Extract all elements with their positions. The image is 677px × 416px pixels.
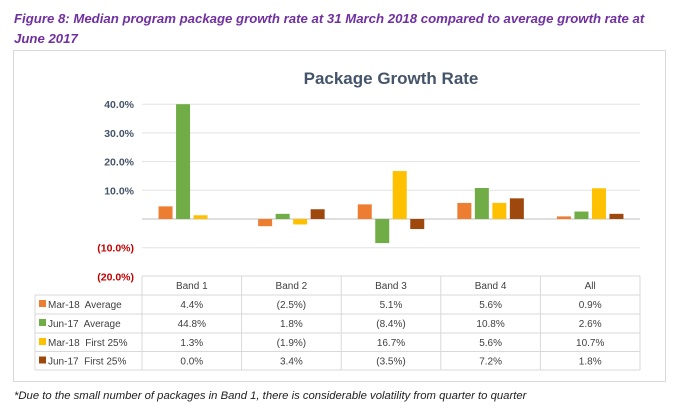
legend-label: Mar-18 Average: [48, 300, 122, 311]
bar-band-4-series-3: [492, 202, 507, 219]
bar-band-4-series-2: [474, 188, 489, 219]
data-table-cell: 1.8%: [579, 357, 602, 368]
bar-band-3-series-3: [392, 171, 407, 219]
bar-band-4-series-1: [457, 202, 472, 219]
bar-band-3-series-2: [375, 219, 390, 244]
data-table-cell: (8.4%): [376, 319, 405, 330]
data-table-cell: 5.1%: [380, 300, 403, 311]
category-label: Band 2: [276, 281, 308, 292]
category-label: Band 4: [475, 281, 507, 292]
category-label: All: [585, 281, 596, 292]
data-table-cell: (2.5%): [277, 300, 306, 311]
bar-band-2-series-1: [258, 219, 273, 227]
data-table-cell: 4.4%: [180, 300, 203, 311]
data-table-cell: 44.8%: [178, 319, 206, 330]
legend-swatch: [39, 300, 46, 307]
data-table-cell: 5.6%: [479, 300, 502, 311]
bar-band-2-series-2: [275, 213, 290, 219]
data-table-cell: 2.6%: [579, 319, 602, 330]
y-tick-label: 20.0%: [104, 157, 134, 169]
data-table-cell: (3.5%): [376, 357, 405, 368]
data-table-cell: 5.6%: [479, 338, 502, 349]
legend-label: Mar-18 First 25%: [48, 338, 128, 349]
legend-swatch: [39, 319, 46, 326]
bar-band-2-series-4: [310, 209, 325, 219]
bar-all-series-3: [591, 188, 606, 219]
data-table-cell: 0.9%: [579, 300, 602, 311]
data-table-cell: 10.7%: [576, 338, 604, 349]
data-table-cell: 10.8%: [476, 319, 504, 330]
category-label: Band 1: [176, 281, 208, 292]
legend-swatch: [39, 338, 46, 345]
y-tick-label: 40.0%: [104, 99, 134, 111]
y-tick-label: (10.0%): [97, 243, 134, 255]
data-table-cell: (1.9%): [277, 338, 306, 349]
bar-band-1-series-1: [158, 206, 173, 219]
data-table-cell: 1.8%: [280, 319, 303, 330]
y-tick-label: 30.0%: [104, 128, 134, 140]
bar-all-series-2: [574, 211, 589, 219]
bar-band-1-series-2: [176, 104, 191, 219]
category-label: Band 3: [375, 281, 407, 292]
chart-frame: [13, 50, 666, 382]
y-tick-label: 10.0%: [104, 185, 134, 197]
bar-all-series-4: [609, 213, 624, 219]
legend-label: Jun-17 Average: [48, 319, 121, 330]
bar-all-series-1: [556, 216, 571, 219]
data-table-cell: 16.7%: [377, 338, 405, 349]
data-table-cell: 1.3%: [180, 338, 203, 349]
bar-band-2-series-3: [293, 219, 308, 225]
legend-swatch: [39, 356, 46, 364]
data-table-cell: 7.2%: [479, 357, 502, 368]
legend-label: Jun-17 First 25%: [48, 357, 126, 368]
bar-band-1-series-3: [193, 215, 208, 219]
bar-band-3-series-1: [357, 204, 372, 219]
bar-band-4-series-4: [509, 198, 524, 219]
chart-title: Package Growth Rate: [304, 69, 479, 88]
bar-band-3-series-4: [410, 219, 425, 230]
y-tick-label: (20.0%): [97, 271, 134, 283]
data-table-cell: 0.0%: [180, 357, 203, 368]
footnote: *Due to the small number of packages in …: [14, 390, 527, 402]
data-table-cell: 3.4%: [280, 357, 303, 368]
figure-caption: Figure 8: Median program package growth …: [14, 11, 645, 46]
